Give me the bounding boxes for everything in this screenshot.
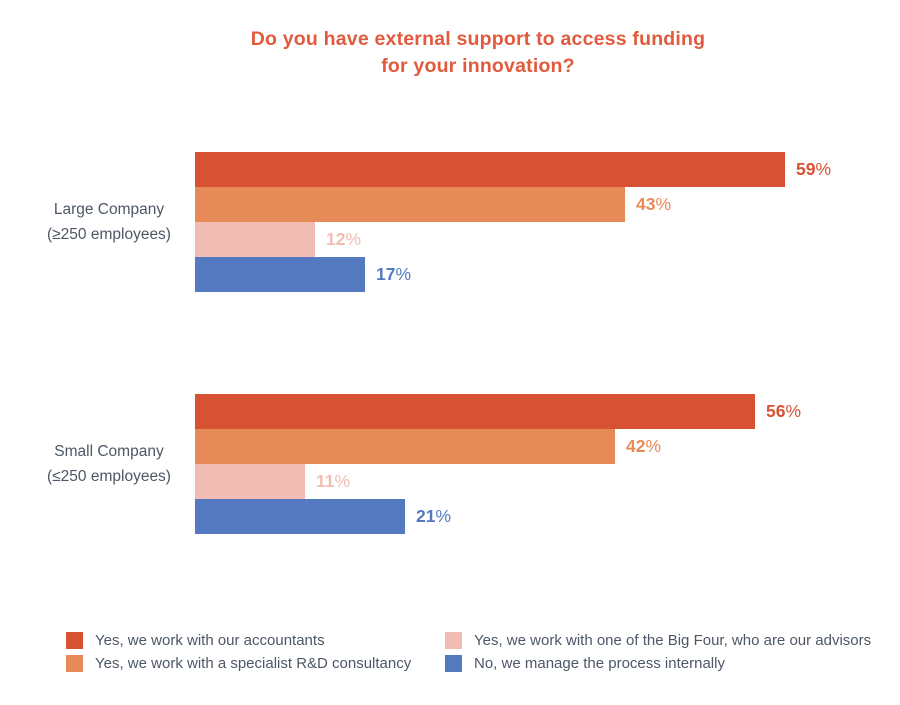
bar [195,222,315,257]
legend-label: No, we manage the process internally [474,655,725,672]
bar-row: 42% [195,429,801,464]
bar-row: 56% [195,394,801,429]
legend-label: Yes, we work with our accountants [95,632,325,649]
legend-item: Yes, we work with one of the Big Four, w… [445,629,871,652]
legend-swatch [445,655,462,672]
category-label: Large Company (≥250 employees) [47,201,171,243]
bar-row: 17% [195,257,831,292]
legend-item: Yes, we work with our accountants [66,629,411,652]
bar-value-label: 12% [326,229,362,249]
bar [195,429,615,464]
legend-item: Yes, we work with a specialist R&D consu… [66,652,411,675]
bar-value-label: 11% [316,471,351,491]
bar-row: 43% [195,187,831,222]
bar-row: 12% [195,222,831,257]
chart-title-line-1: Do you have external support to access f… [250,28,706,50]
bar [195,257,365,292]
bar [195,464,305,499]
legend-label: Yes, we work with a specialist R&D consu… [95,655,412,672]
category-group: Small Company (≤250 employees) 56% 42% 11% 21… [0,394,900,534]
category-label: Small Company (≤250 employees) [47,443,171,485]
legend-label: Yes, we work with one of the Big Four, w… [474,632,872,649]
bar-value-label: 59% [796,159,832,179]
bar-value-label: 17% [376,264,412,284]
bar-value-label: 43% [636,194,672,214]
bar-row: 11% [195,464,801,499]
bar-stack: 56% 42% 11% 21% [195,394,801,534]
bar-value-label: 21% [416,506,452,526]
legend-swatch [445,632,462,649]
plot-area: Large Company (≥250 employees) 59% 43% 12% 17… [0,152,900,534]
bar-value-label: 56% [766,401,802,421]
bar-value-label: 42% [626,436,662,456]
bar-row: 59% [195,152,831,187]
bar-stack: 59% 43% 12% 17% [195,152,831,292]
bar [195,499,405,534]
legend-swatch [66,655,83,672]
bar [195,152,785,187]
legend-column: Yes, we work with one of the Big Four, w… [445,629,871,675]
legend-column: Yes, we work with our accountants Yes, we… [66,629,411,675]
legend-swatch [66,632,83,649]
chart-title-line-2: for your innovation? [381,55,575,77]
legend-item: No, we manage the process internally [445,652,871,675]
bar [195,187,625,222]
category-group: Large Company (≥250 employees) 59% 43% 12% 17… [0,152,900,292]
bar-row: 21% [195,499,801,534]
chart-title: Do you have external support to access f… [56,26,900,80]
bar [195,394,755,429]
